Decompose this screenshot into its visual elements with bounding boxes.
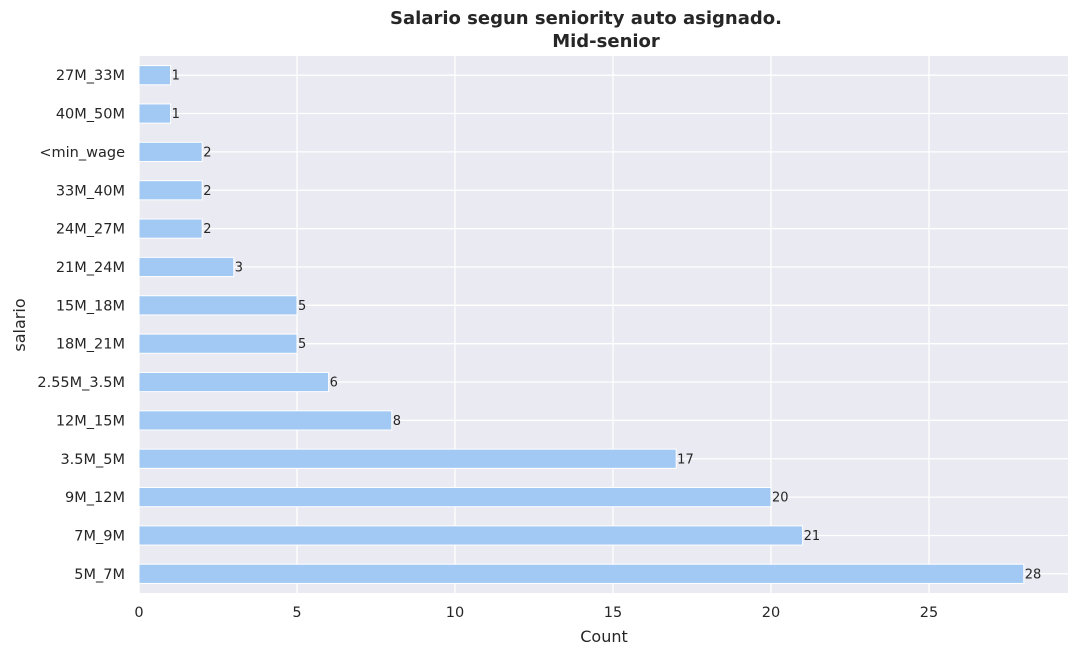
bar-40M_50M (138, 103, 172, 124)
data-label-3.5M_5M: 17 (677, 452, 694, 467)
bar-2.55M_3.5M (138, 371, 330, 393)
y-tick-label: 15M_18M (56, 298, 125, 314)
y-tick-label: 21M_24M (56, 260, 125, 276)
bar-<min_wage (138, 141, 203, 162)
y-tick-label: 27M_33M (56, 68, 125, 84)
y-axis-label: salario (10, 298, 29, 351)
x-tick-label: 25 (920, 605, 938, 621)
data-label-5M_7M: 28 (1025, 567, 1042, 582)
data-labels-group: 1 1 2 2 2 3 5 5 6 8 17 20 21 28 (172, 69, 1042, 583)
bar-18M_21M (138, 333, 298, 354)
y-tick-label: 2.55M_3.5M (37, 375, 125, 391)
x-tick-label: 5 (292, 605, 301, 621)
data-label-12M_15M: 8 (393, 414, 401, 429)
data-label-15M_18M: 5 (298, 299, 306, 314)
bar-24M_27M (138, 218, 203, 239)
data-label-2.55M_3.5M: 6 (330, 376, 338, 391)
x-tick-label: 20 (762, 605, 780, 621)
x-tick-labels: 0 5 10 15 20 25 (134, 605, 938, 621)
data-label-9M_12M: 20 (772, 491, 789, 506)
data-label-<min_wage: 2 (203, 145, 211, 160)
y-tick-label: 9M_12M (65, 490, 125, 506)
y-tick-label: 33M_40M (56, 183, 125, 199)
data-label-18M_21M: 5 (298, 337, 306, 352)
bar-9M_12M (138, 487, 772, 508)
chart-title: Salario segun seniority auto asignado. (390, 8, 782, 29)
bar-33M_40M (138, 180, 203, 201)
y-tick-label: 3.5M_5M (60, 452, 125, 468)
bar-7M_9M (138, 525, 804, 546)
bars-group (138, 65, 1025, 584)
chart-subtitle: Mid-senior (552, 31, 660, 52)
y-tick-label: 7M_9M (74, 528, 125, 544)
y-tick-label: <min_wage (39, 145, 125, 161)
bar-27M_33M (138, 65, 172, 86)
data-label-40M_50M: 1 (172, 107, 180, 122)
x-tick-label: 15 (604, 605, 622, 621)
data-label-33M_40M: 2 (203, 184, 211, 199)
data-label-21M_24M: 3 (235, 260, 243, 275)
y-tick-label: 12M_15M (56, 413, 125, 429)
bar-12M_15M (138, 410, 393, 431)
data-label-7M_9M: 21 (804, 529, 821, 544)
x-tick-label: 10 (446, 605, 464, 621)
bar-3.5M_5M (138, 448, 677, 469)
y-tick-label: 5M_7M (74, 567, 125, 583)
y-tick-label: 40M_50M (56, 107, 125, 123)
bar-5M_7M (138, 563, 1025, 584)
y-tick-labels: 27M_33M 40M_50M <min_wage 33M_40M 24M_27M 21M… (37, 68, 125, 583)
bar-21M_24M (138, 256, 235, 278)
data-label-24M_27M: 2 (203, 222, 211, 237)
y-tick-label: 18M_21M (56, 337, 125, 353)
x-axis-label: Count (580, 627, 628, 646)
data-label-27M_33M: 1 (172, 69, 180, 84)
bar-15M_18M (138, 295, 298, 316)
y-tick-label: 24M_27M (56, 222, 125, 238)
x-tick-label: 0 (134, 605, 143, 621)
